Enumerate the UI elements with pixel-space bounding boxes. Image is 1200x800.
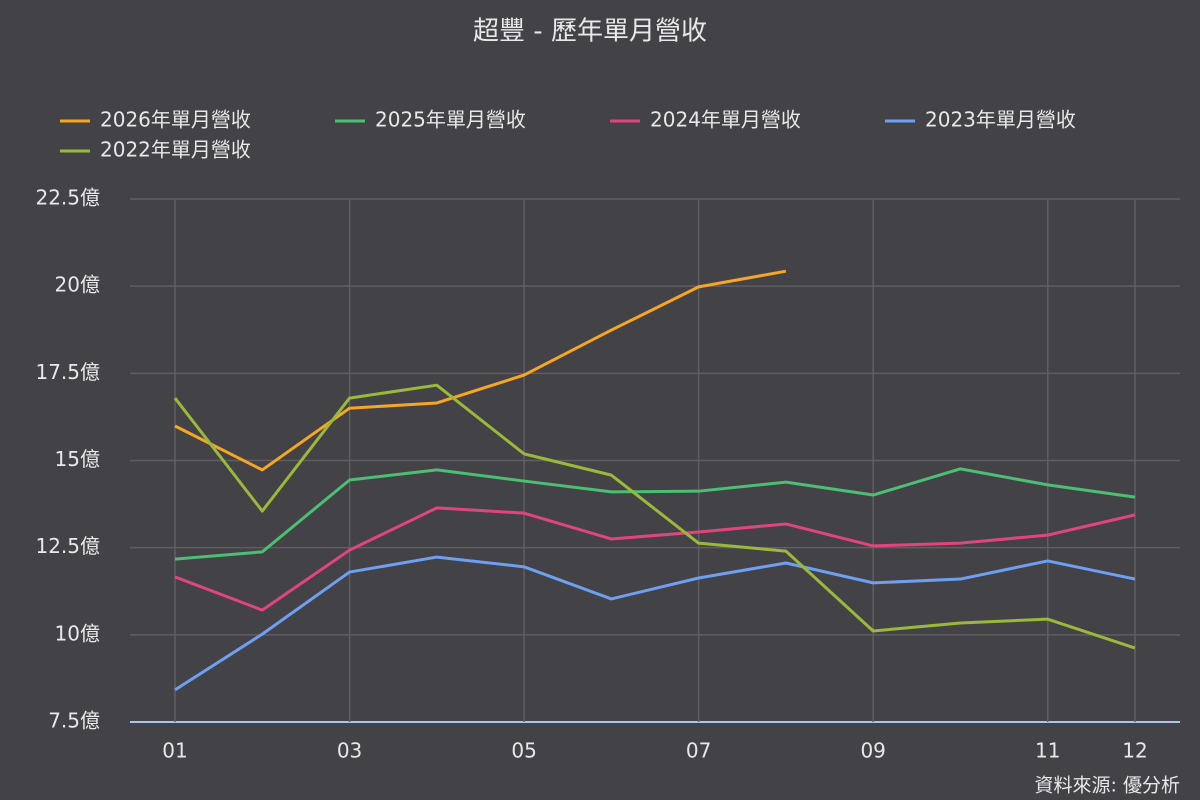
x-tick-label: 11 <box>1035 739 1060 763</box>
y-tick-label: 22.5億 <box>35 186 100 210</box>
x-tick-label: 01 <box>162 739 187 763</box>
legend-label: 2022年單月營收 <box>100 138 251 162</box>
x-tick-label: 03 <box>337 739 362 763</box>
x-tick-label: 09 <box>860 739 885 763</box>
series-line <box>174 506 1136 612</box>
legend-label: 2024年單月營收 <box>650 108 801 132</box>
chart-title: 超豐 - 歷年單月營收 <box>473 17 707 47</box>
legend-label: 2023年單月營收 <box>925 108 1076 132</box>
y-tick-label: 7.5億 <box>48 709 100 733</box>
series-line <box>174 269 787 472</box>
y-tick-label: 20億 <box>55 273 100 297</box>
x-tick-label: 07 <box>686 739 711 763</box>
x-tick-label: 05 <box>511 739 536 763</box>
series-line <box>174 467 1136 561</box>
y-tick-label: 17.5億 <box>35 360 100 384</box>
y-tick-label: 10億 <box>55 621 100 645</box>
series-line <box>173 383 1136 650</box>
y-tick-label: 15億 <box>55 447 100 471</box>
series-line <box>174 555 1136 692</box>
x-tick-label: 12 <box>1122 739 1147 763</box>
legend-label: 2026年單月營收 <box>100 108 251 132</box>
y-tick-label: 12.5億 <box>35 534 100 558</box>
source: 資料來源: 優分析 <box>1035 775 1180 797</box>
legend-label: 2025年單月營收 <box>375 108 526 132</box>
